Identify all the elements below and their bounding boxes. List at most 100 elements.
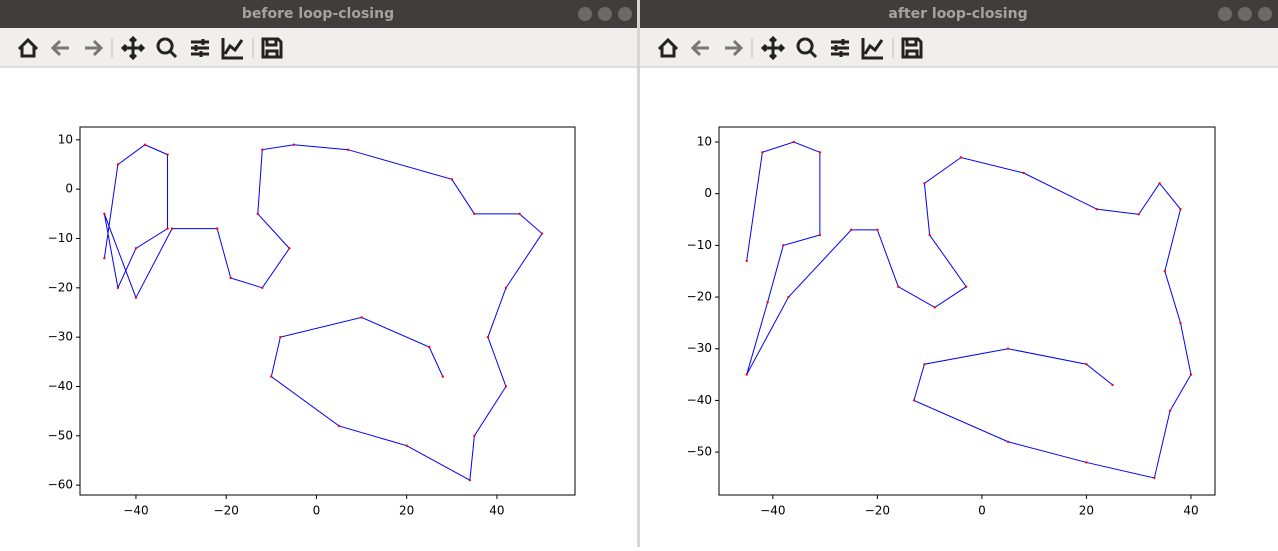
forward-button[interactable]: [725, 39, 744, 57]
minimize-button[interactable]: [1218, 7, 1232, 21]
pose-marker: [792, 140, 795, 144]
axes-frame: [718, 126, 1216, 496]
pose-marker: [256, 212, 259, 216]
trajectory-line: [103, 144, 543, 482]
x-tick-label: 20: [1079, 504, 1094, 518]
close-button[interactable]: [1258, 7, 1272, 21]
pose-marker: [1006, 440, 1010, 443]
minimize-button[interactable]: [578, 7, 592, 21]
pan-button[interactable]: [120, 35, 146, 61]
pose-marker: [279, 335, 282, 339]
pose-marker: [850, 228, 853, 232]
pose-marker: [1095, 207, 1099, 211]
y-tick-label: 0: [65, 182, 73, 196]
pose-marker: [116, 163, 120, 166]
axes-button[interactable]: [221, 38, 244, 60]
y-tick-label: −40: [687, 393, 712, 407]
pose-marker: [405, 444, 408, 447]
x-tick-label: −40: [760, 504, 785, 518]
pose-marker: [292, 143, 296, 146]
toolbars: [17, 35, 923, 61]
pose-marker: [1179, 321, 1182, 325]
pose-marker: [166, 153, 169, 156]
pose-marker: [1111, 383, 1114, 387]
pose-marker: [215, 227, 219, 230]
back-button[interactable]: [50, 39, 69, 57]
pose-marker: [818, 151, 822, 154]
pose-marker: [1006, 347, 1010, 350]
pose-marker: [170, 227, 174, 230]
home-button[interactable]: [657, 37, 679, 58]
pose-marker: [876, 228, 879, 232]
pose-marker: [504, 385, 508, 388]
pose-marker: [134, 296, 138, 299]
back-button[interactable]: [690, 39, 709, 57]
pose-marker: [766, 301, 769, 304]
window-divider: [637, 0, 640, 547]
zoom-button[interactable]: [156, 37, 178, 59]
pose-marker: [116, 286, 120, 290]
close-button[interactable]: [618, 7, 632, 21]
y-tick-label: −30: [687, 341, 712, 355]
x-tick-label: 40: [1183, 504, 1198, 518]
save-button[interactable]: [901, 37, 923, 59]
pose-marker: [229, 276, 232, 280]
pose-marker: [1085, 363, 1088, 366]
pose-marker: [468, 479, 472, 482]
pose-marker: [1085, 461, 1088, 464]
trajectory-line: [746, 141, 1192, 479]
axes-frame: [79, 126, 576, 496]
y-tick-label: −50: [687, 445, 712, 459]
pose-marker: [745, 259, 748, 263]
pose-marker: [103, 257, 106, 260]
save-button[interactable]: [261, 37, 283, 59]
forward-button[interactable]: [85, 39, 104, 57]
window-title: after loop-closing: [888, 6, 1027, 22]
y-tick-label: −60: [48, 478, 73, 492]
configure-button[interactable]: [191, 39, 209, 57]
zoom-button[interactable]: [796, 37, 818, 59]
pose-marker: [1022, 171, 1025, 175]
pose-marker: [288, 247, 291, 250]
pose-marker: [745, 373, 748, 376]
pose-marker: [1189, 373, 1193, 376]
maximize-button[interactable]: [1238, 7, 1252, 21]
x-tick-label: 20: [399, 504, 414, 518]
window-left: before loop-closing: [0, 0, 637, 68]
pose-marker: [818, 233, 822, 237]
pose-marker: [540, 232, 544, 235]
pose-marker: [923, 363, 926, 366]
pose-marker: [928, 233, 931, 237]
pose-marker: [965, 285, 968, 288]
pose-marker: [1158, 182, 1161, 185]
pose-marker: [441, 375, 444, 378]
pose-marker: [1137, 213, 1140, 216]
title-bar: [640, 0, 1278, 28]
pose-marker: [473, 434, 476, 438]
pose-marker: [486, 335, 490, 339]
x-tick-label: −40: [123, 504, 148, 518]
home-button[interactable]: [17, 37, 39, 58]
pose-marker: [761, 151, 764, 154]
y-tick-label: −40: [48, 379, 73, 393]
configure-button[interactable]: [831, 39, 849, 57]
pose-marker: [166, 227, 169, 230]
pose-marker: [897, 285, 900, 288]
y-tick-label: 10: [58, 132, 73, 146]
toolbar: [640, 28, 1278, 67]
pan-button[interactable]: [760, 35, 786, 61]
pose-marker: [787, 295, 790, 299]
pose-marker: [1179, 207, 1182, 211]
maximize-button[interactable]: [598, 7, 612, 21]
pose-marker: [933, 306, 937, 309]
x-tick-label: 0: [978, 504, 986, 518]
y-tick-label: −50: [48, 428, 73, 442]
axes-button[interactable]: [861, 38, 884, 60]
y-tick-label: −20: [48, 280, 73, 294]
window-right: after loop-closing: [640, 0, 1278, 68]
y-tick-label: 0: [704, 186, 712, 200]
title-bar: [0, 0, 637, 28]
y-tick-label: 10: [697, 134, 712, 148]
pose-marker: [143, 143, 147, 146]
